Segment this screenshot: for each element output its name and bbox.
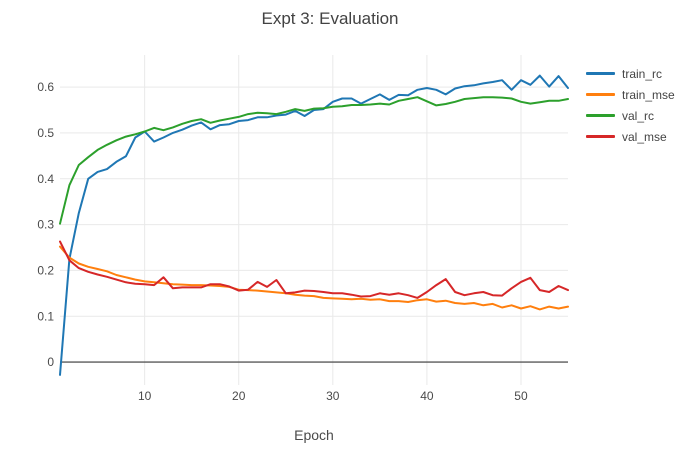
chart-title: Expt 3: Evaluation <box>261 9 399 28</box>
legend-swatch-icon <box>586 114 615 117</box>
x-tick-label: 10 <box>138 389 152 403</box>
y-tick-label: 0.6 <box>37 80 54 94</box>
x-tick-label: 20 <box>232 389 246 403</box>
legend-swatch-icon <box>586 72 615 75</box>
x-tick-label: 40 <box>420 389 434 403</box>
legend-swatch-icon <box>586 135 615 138</box>
y-tick-label: 0 <box>47 355 54 369</box>
x-tick-label: 50 <box>514 389 528 403</box>
series-line-val_rc <box>59 96 569 225</box>
y-tick-label: 0.4 <box>37 172 54 186</box>
series-line-val_mse <box>59 240 569 299</box>
series-line-train_rc <box>59 74 569 376</box>
legend-swatch-icon <box>586 93 615 96</box>
x-axis-label: Epoch <box>294 427 334 443</box>
x-tick-label: 30 <box>326 389 340 403</box>
legend-item-val_rc[interactable]: val_rc <box>586 105 675 126</box>
legend-label: val_mse <box>622 129 667 144</box>
y-tick-label: 0.1 <box>37 309 54 323</box>
legend: train_rc train_mse val_rc val_mse <box>586 63 675 147</box>
y-tick-label: 0.5 <box>37 126 54 140</box>
legend-label: train_mse <box>622 87 675 102</box>
legend-label: train_rc <box>622 66 663 81</box>
legend-item-train_mse[interactable]: train_mse <box>586 84 675 105</box>
y-tick-label: 0.3 <box>37 218 54 232</box>
legend-label: val_rc <box>622 108 655 123</box>
y-tick-label: 0.2 <box>37 263 54 277</box>
legend-item-train_rc[interactable]: train_rc <box>586 63 675 84</box>
legend-item-val_mse[interactable]: val_mse <box>586 126 675 147</box>
series-line-train_mse <box>59 245 569 311</box>
